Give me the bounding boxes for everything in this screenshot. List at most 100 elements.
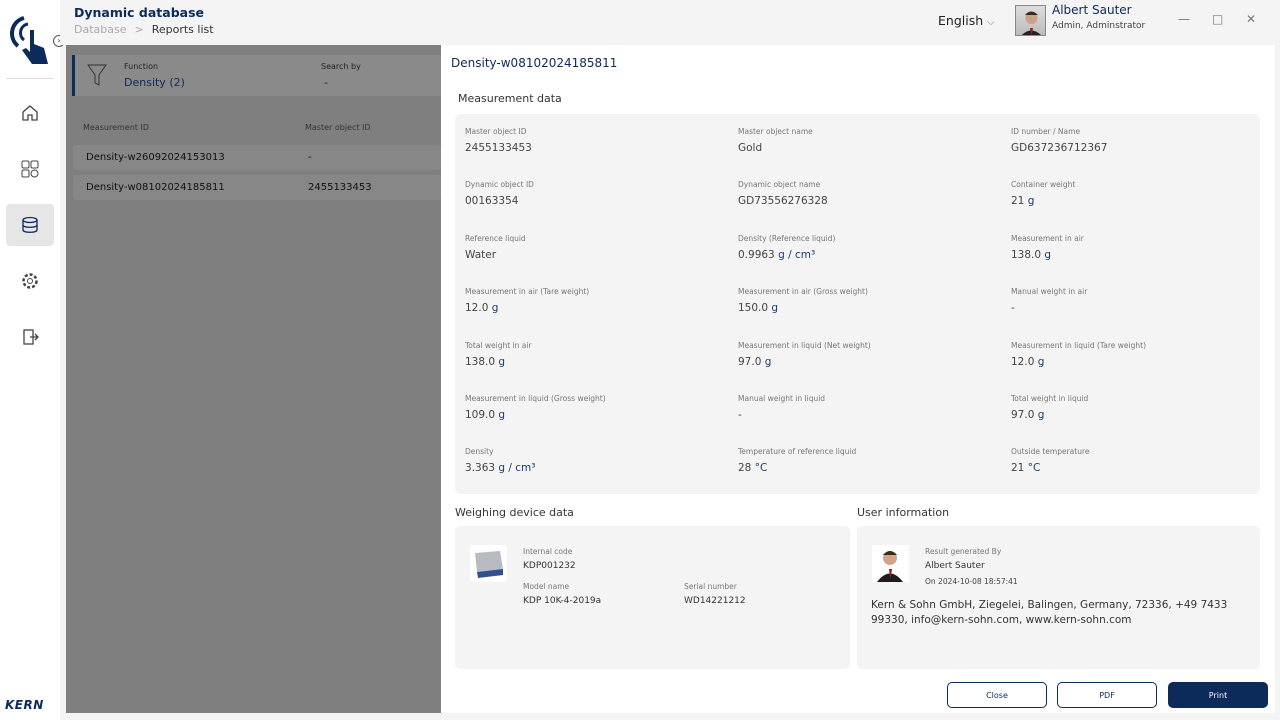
filter-label: Function [124,62,159,71]
field-label: Manual weight in liquid [738,394,826,403]
field-label: Dynamic object ID [465,180,534,190]
measurement-field: Density (Reference liquid) 0.9963 g / cm³ [738,234,998,261]
column-header-master-object-id[interactable]: Master object ID [305,123,371,132]
user-name: Albert Sauter [1052,3,1132,17]
field-number: 138.0 [465,355,496,368]
column-header-measurement-id[interactable]: Measurement ID [83,123,149,132]
sidebar-item-settings[interactable] [6,260,54,302]
measurement-field: Container weight 21 g [1011,180,1271,207]
sidebar-item-database[interactable] [6,204,54,246]
cell-master-object-id: 2455133453 [308,182,372,193]
minimize-icon[interactable]: — [1178,12,1190,26]
measurement-field: Measurement in air 138.0 g [1011,234,1271,261]
field-value: GD73556276328 [738,195,998,207]
field-label: Master object name [738,127,813,136]
breadcrumb: Database > Reports list [74,23,214,36]
field-number: 150.0 [738,302,769,315]
field-number: GD73556276328 [738,195,828,208]
field-label: Density [465,447,494,457]
serial-number-label: Serial number [684,582,737,591]
field-number: 2455133453 [465,142,532,154]
table-row[interactable]: Density-w08102024185811 2455133453 [73,175,441,200]
field-value: Water [465,249,725,261]
field-unit: g [1044,248,1052,261]
measurement-field: Outside temperature 21 °C [1011,447,1271,474]
field-value: 21 °C [1011,462,1271,474]
field-number: 97.0 [738,355,762,368]
field-number: - [1011,302,1015,315]
field-value: 28 °C [738,462,998,474]
field-number: Water [465,248,497,261]
table-row[interactable]: Density-w26092024153013 - [73,145,441,170]
field-label: Dynamic object name [738,180,821,190]
measurement-data-panel: Master object ID 2455133453 Master object… [455,114,1260,494]
home-icon [22,105,38,121]
field-label: Container weight [1011,180,1076,190]
generated-date: On 2024-10-08 18:57:41 [925,577,1018,586]
field-unit: g [1027,195,1035,208]
field-number: 21 [1011,462,1025,475]
field-label: Total weight in liquid [1011,394,1089,403]
field-number: 138.0 [1011,248,1042,261]
filter-value: Density (2) [124,76,185,89]
field-label: Reference liquid [465,233,526,243]
search-by-value: - [324,76,328,89]
field-label: Density (Reference liquid) [738,233,836,243]
weighing-device-panel: Internal code KDP001232 Model name KDP 1… [455,526,850,669]
user-photo [872,545,909,582]
print-button[interactable]: Print [1168,682,1268,708]
field-value: - [1011,302,1271,314]
dialog-title: Density-w08102024185811 [451,56,618,70]
header: Dynamic database Database > Reports list E… [60,0,1280,45]
maximize-icon[interactable]: □ [1212,12,1224,26]
scale-device-image [470,545,507,582]
language-select[interactable]: English ⌵ [938,13,995,28]
measurement-field: Temperature of reference liquid 28 °C [738,447,998,474]
field-unit: g [1037,355,1045,368]
field-label: Master object ID [465,127,527,136]
weighing-device-heading: Weighing device data [455,506,574,519]
sidebar-item-home[interactable] [6,92,54,134]
field-number: 97.0 [1011,409,1035,421]
field-value: 12.0 g [465,302,725,314]
field-number: GD637236712367 [1011,142,1108,154]
field-number: - [738,409,742,421]
field-unit: °C [1027,462,1041,475]
field-value: 00163354 [465,195,725,207]
sidebar: › KERN [0,0,65,720]
divider [6,78,54,79]
pdf-button[interactable]: PDF [1057,682,1157,708]
field-value: GD637236712367 [1011,142,1271,154]
filter-icon [87,64,107,86]
logout-icon [23,329,39,345]
field-value: 138.0 g [465,356,725,368]
filter-bar[interactable]: Function Density (2) Search by - [72,55,441,96]
field-value: 12.0 g [1011,356,1271,368]
field-unit: g [771,302,779,315]
field-value: 150.0 g [738,302,998,314]
avatar[interactable] [1015,5,1046,36]
close-window-icon[interactable]: ✕ [1246,12,1257,26]
field-unit: g [491,302,499,315]
breadcrumb-database[interactable]: Database [74,23,127,36]
measurement-field: Dynamic object ID 00163354 [465,180,725,207]
measurement-field: Measurement in liquid (Tare weight) 12.0 … [1011,341,1271,368]
close-button[interactable]: Close [947,682,1047,708]
field-label: Temperature of reference liquid [738,447,857,457]
sidebar-item-dashboard[interactable] [6,148,54,190]
model-name-value: KDP 10K-4-2019a [523,596,602,606]
field-label: Outside temperature [1011,447,1090,457]
measurement-field: Measurement in liquid (Net weight) 97.0 g [738,341,998,368]
measurement-field: Total weight in liquid 97.0 g [1011,394,1271,421]
report-detail-dialog: Density-w08102024185811 Measurement data… [441,45,1275,713]
cell-master-object-id: - [308,152,312,163]
sidebar-item-logout[interactable] [6,316,54,358]
field-value: 138.0 g [1011,249,1271,261]
measurement-field: Reference liquid Water [465,234,725,261]
internal-code-value: KDP001232 [523,561,576,571]
internal-code-label: Internal code [523,547,573,556]
field-value: 109.0 g [465,409,725,421]
field-number: Gold [738,142,763,154]
chevron-down-icon: ⌵ [987,17,995,28]
field-label: Measurement in air (Gross weight) [738,287,868,297]
